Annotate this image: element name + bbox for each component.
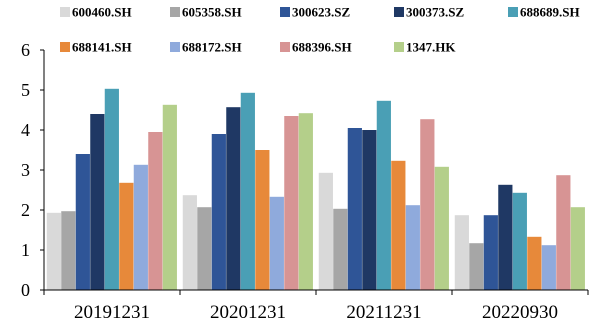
y-tick-label: 3: [21, 160, 30, 180]
legend-swatch: [508, 7, 518, 17]
bar: [104, 88, 119, 290]
bar: [119, 182, 134, 290]
legend-label: 688172.SH: [182, 40, 242, 55]
bar: [498, 184, 513, 290]
legend-label: 600460.SH: [72, 5, 132, 20]
legend-label: 688689.SH: [520, 5, 580, 20]
bar: [376, 100, 391, 290]
legend-label: 605358.SH: [182, 5, 242, 20]
legend-label: 300623.SZ: [292, 5, 350, 20]
legend-label: 1347.HK: [406, 40, 456, 55]
legend-label: 300373.SZ: [406, 5, 464, 20]
bar: [182, 195, 197, 290]
bar: [284, 116, 299, 290]
bar: [362, 130, 377, 290]
legend-swatch: [60, 42, 70, 52]
bar: [420, 119, 435, 290]
bar: [255, 150, 270, 290]
y-tick-label: 0: [21, 280, 30, 300]
y-tick-label: 4: [21, 120, 30, 140]
y-tick-label: 6: [21, 40, 30, 60]
bar: [527, 236, 542, 290]
bar: [90, 114, 105, 290]
x-tick-label: 20201231: [210, 302, 286, 323]
bar: [75, 154, 90, 290]
bar: [133, 164, 148, 290]
bar: [391, 160, 406, 290]
bar: [570, 207, 585, 290]
bar: [483, 215, 498, 290]
bar: [333, 208, 348, 290]
bar: [269, 196, 284, 290]
y-axis: 0 1 2 3 4 5 6: [21, 40, 45, 300]
legend-swatch: [280, 7, 290, 17]
legend-swatch: [60, 7, 70, 17]
bar: [61, 211, 76, 290]
bar: [318, 172, 333, 290]
bar: [434, 166, 449, 290]
legend-swatch: [394, 42, 404, 52]
x-tick-label: 20211231: [346, 302, 421, 323]
legend: 600460.SH 605358.SH 300623.SZ 300373.SZ 6886…: [60, 5, 580, 55]
legend-label: 688141.SH: [72, 40, 132, 55]
bar: [226, 107, 241, 290]
bar: [162, 104, 177, 290]
x-axis: 20191231 20201231 20211231 20220930: [43, 289, 589, 323]
bar: [541, 245, 556, 290]
bar: [405, 205, 420, 290]
bar: [469, 243, 484, 290]
y-tick-label: 5: [21, 80, 30, 100]
bar: [347, 128, 362, 290]
x-tick-label: 20191231: [74, 302, 150, 323]
legend-swatch: [280, 42, 290, 52]
bars: [46, 88, 585, 290]
bar: [298, 113, 313, 290]
legend-swatch: [394, 7, 404, 17]
bar: [148, 132, 163, 290]
bar: [197, 207, 212, 290]
bar: [211, 134, 226, 290]
y-tick-label: 2: [21, 200, 30, 220]
bar: [46, 212, 61, 290]
legend-swatch: [170, 7, 180, 17]
legend-swatch: [170, 42, 180, 52]
bar: [556, 175, 571, 290]
x-tick-label: 20220930: [482, 302, 558, 323]
bar: [512, 192, 527, 290]
bar: [240, 92, 255, 290]
legend-label: 688396.SH: [292, 40, 352, 55]
y-tick-label: 1: [21, 240, 30, 260]
bar: [454, 215, 469, 290]
